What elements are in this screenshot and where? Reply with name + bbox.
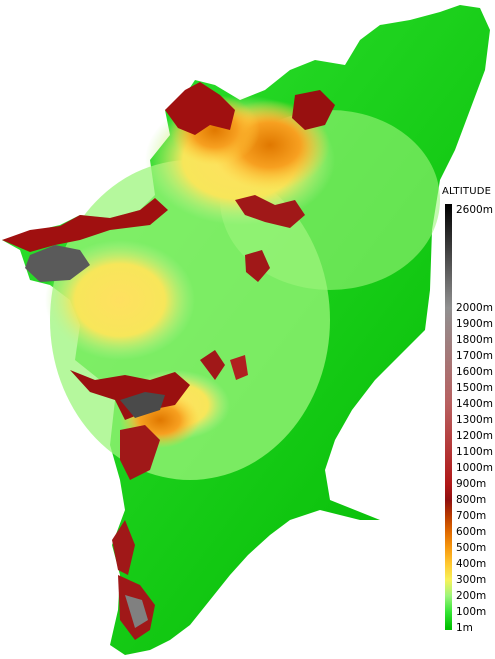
hill-range xyxy=(165,82,235,135)
legend-label: 1m xyxy=(456,622,473,634)
legend-label: 1800m xyxy=(456,334,493,346)
legend-label: 500m xyxy=(456,542,487,554)
legend-color-bar xyxy=(445,204,452,630)
legend-title: ALTITUDE xyxy=(442,186,492,197)
legend-label: 100m xyxy=(456,606,487,618)
legend-label: 600m xyxy=(456,526,487,538)
legend-label: 800m xyxy=(456,494,487,506)
legend-label: 200m xyxy=(456,590,487,602)
legend-label: 1200m xyxy=(456,430,493,442)
legend-label: 300m xyxy=(456,574,487,586)
legend-label: 1900m xyxy=(456,318,493,330)
legend-label: 1400m xyxy=(456,398,493,410)
legend-label: 1000m xyxy=(456,462,493,474)
legend-label: 2000m xyxy=(456,302,493,314)
legend-label: 400m xyxy=(456,558,487,570)
legend-label-top: 2600m xyxy=(456,204,493,216)
legend-label: 700m xyxy=(456,510,487,522)
legend-label: 900m xyxy=(456,478,487,490)
legend-label: 1100m xyxy=(456,446,493,458)
legend-label: 1500m xyxy=(456,382,493,394)
legend-label: 1300m xyxy=(456,414,493,426)
legend-label: 1600m xyxy=(456,366,493,378)
legend-label: 1700m xyxy=(456,350,493,362)
